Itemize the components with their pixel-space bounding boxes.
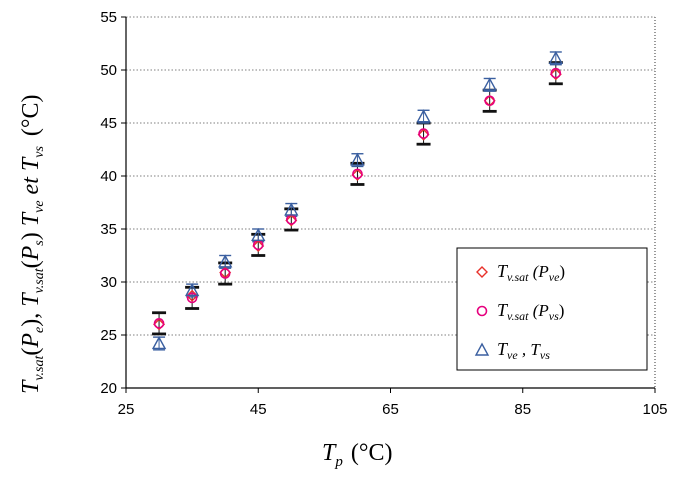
- markers: [151, 50, 563, 350]
- point-circle: [153, 318, 165, 329]
- x-tick-label: 65: [382, 401, 399, 418]
- legend-box: [456, 247, 648, 371]
- y-tick-label: 30: [100, 274, 117, 291]
- point-triangle: [218, 254, 233, 268]
- point-diamond: [252, 239, 265, 252]
- point-triangle: [184, 283, 200, 297]
- x-tick-label: 45: [250, 401, 267, 418]
- point-diamond: [153, 318, 166, 331]
- point-circle: [484, 95, 495, 107]
- x-tick-label: 25: [118, 401, 135, 418]
- svg-text:Tv.sat(Pe), Tv.sat(Ps) Tve et: Tv.sat(Pe), Tv.sat(Ps) Tve et Tvs(°C): [18, 95, 47, 395]
- point-diamond: [549, 68, 562, 81]
- legend-marker-circle: [476, 305, 488, 317]
- point-triangle: [548, 50, 563, 65]
- y-tick-label: 50: [100, 62, 117, 79]
- legend-label: Tv.sat (Pve): [497, 261, 565, 284]
- point-triangle: [284, 202, 299, 216]
- legend-label: Tve , Tvs: [497, 339, 550, 362]
- point-triangle: [151, 336, 167, 350]
- y-tick-label: 35: [100, 221, 117, 238]
- point-triangle: [482, 77, 497, 91]
- x-axis-title: Tp (°C): [322, 440, 392, 470]
- point-diamond: [285, 214, 298, 227]
- point-circle: [418, 128, 429, 139]
- point-circle: [550, 67, 562, 79]
- point-circle: [352, 168, 363, 180]
- point-diamond: [417, 128, 430, 141]
- point-circle: [219, 268, 231, 279]
- y-tick-label: 25: [100, 327, 117, 344]
- y-tick-label: 55: [100, 9, 117, 26]
- y-tick-label: 20: [100, 380, 117, 397]
- legend-label: Tv.sat (Pvs): [497, 300, 564, 323]
- y-tick-label: 40: [100, 168, 117, 185]
- error-bars: [152, 51, 563, 351]
- y-tick-label: 45: [100, 115, 117, 132]
- point-triangle: [350, 152, 365, 166]
- point-circle: [186, 292, 198, 304]
- x-tick-label: 105: [642, 401, 667, 418]
- y-axis-title: Tv.sat(Pe), Tv.sat(Ps) Tve et Tvs(°C): [18, 95, 47, 395]
- grid: [126, 16, 655, 336]
- x-tick-label: 85: [514, 401, 531, 418]
- legend: Tv.sat (Pve) Tv.sat (Pvs) Tve , Tvs: [456, 247, 648, 371]
- point-diamond: [351, 168, 364, 181]
- legend-marker-diamond: [476, 266, 488, 278]
- legend-item: Tve , Tvs: [474, 339, 550, 362]
- point-triangle: [251, 227, 266, 242]
- legend-item: Tv.sat (Pve): [476, 261, 565, 284]
- point-triangle: [416, 109, 431, 123]
- legend-item: Tv.sat (Pvs): [476, 300, 564, 323]
- legend-marker-triangle: [474, 342, 490, 356]
